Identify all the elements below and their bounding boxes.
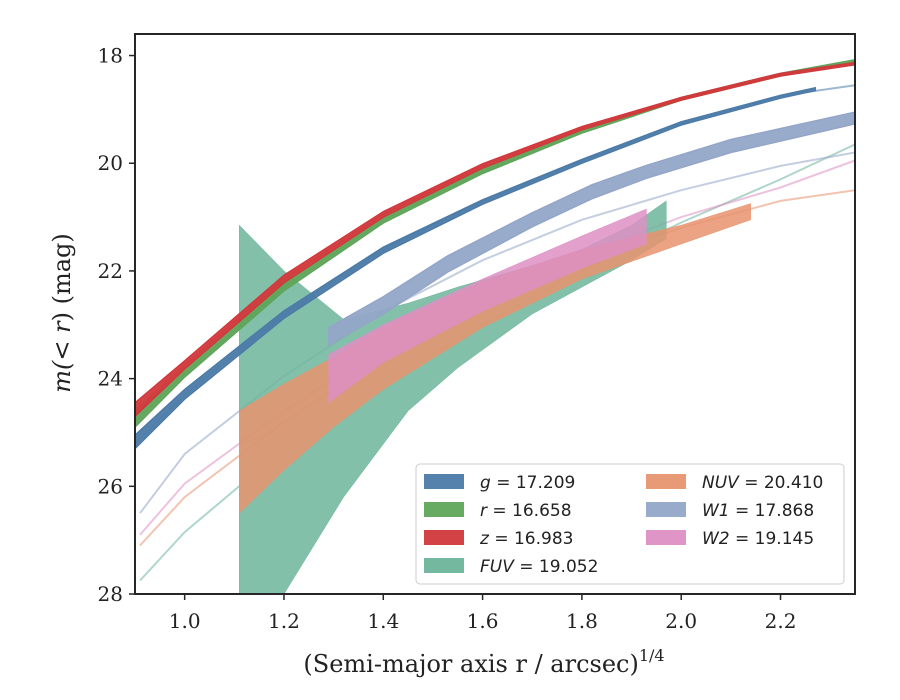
legend-label-w1: W1 = 17.868 bbox=[702, 501, 814, 521]
legend-swatch-w2 bbox=[646, 530, 686, 545]
x-tick-label: 2.0 bbox=[665, 609, 697, 633]
legend-swatch-r bbox=[424, 502, 464, 517]
x-tick-label: 2.2 bbox=[765, 609, 797, 633]
legend-swatch-fuv bbox=[424, 558, 464, 573]
y-tick-label: 22 bbox=[98, 259, 123, 283]
legend-swatch-g bbox=[424, 474, 464, 489]
legend: g = 17.209 r = 16.658 z = 16.983 FUV = 19.0… bbox=[416, 464, 844, 584]
legend-label-w2: W2 = 19.145 bbox=[702, 529, 814, 549]
x-axis-label: (Semi-major axis r / arcsec)1/4 bbox=[303, 646, 664, 678]
band-g bbox=[135, 88, 815, 449]
chart: 1.0 1.2 1.4 1.6 1.8 2.0 2.2 18 20 22 24 26 28 (Semi… bbox=[0, 0, 900, 700]
y-axis-label: m(< r) (mag) bbox=[48, 233, 76, 393]
x-tick-label: 1.2 bbox=[268, 609, 300, 633]
y-tick-label: 18 bbox=[98, 44, 123, 68]
y-axis: 18 20 22 24 26 28 bbox=[98, 44, 135, 606]
x-axis-label-exponent: 1/4 bbox=[639, 646, 665, 665]
y-tick-label: 20 bbox=[98, 151, 123, 175]
y-tick-label: 26 bbox=[98, 474, 123, 498]
legend-swatch-z bbox=[424, 530, 464, 545]
x-tick-label: 1.6 bbox=[467, 609, 499, 633]
legend-label-z: z = 16.983 bbox=[479, 529, 573, 549]
legend-swatch-w1 bbox=[646, 502, 686, 517]
y-tick-label: 28 bbox=[98, 582, 123, 606]
legend-label-nuv: NUV = 20.410 bbox=[702, 473, 823, 493]
x-axis: 1.0 1.2 1.4 1.6 1.8 2.0 2.2 bbox=[169, 594, 797, 633]
legend-label-fuv: FUV = 19.052 bbox=[480, 557, 598, 577]
legend-label-r: r = 16.658 bbox=[480, 501, 572, 521]
legend-swatch-nuv bbox=[646, 474, 686, 489]
x-tick-label: 1.4 bbox=[367, 609, 399, 633]
legend-label-g: g = 17.209 bbox=[480, 473, 575, 493]
x-tick-label: 1.0 bbox=[169, 609, 201, 633]
y-tick-label: 24 bbox=[98, 367, 123, 391]
x-tick-label: 1.8 bbox=[566, 609, 598, 633]
